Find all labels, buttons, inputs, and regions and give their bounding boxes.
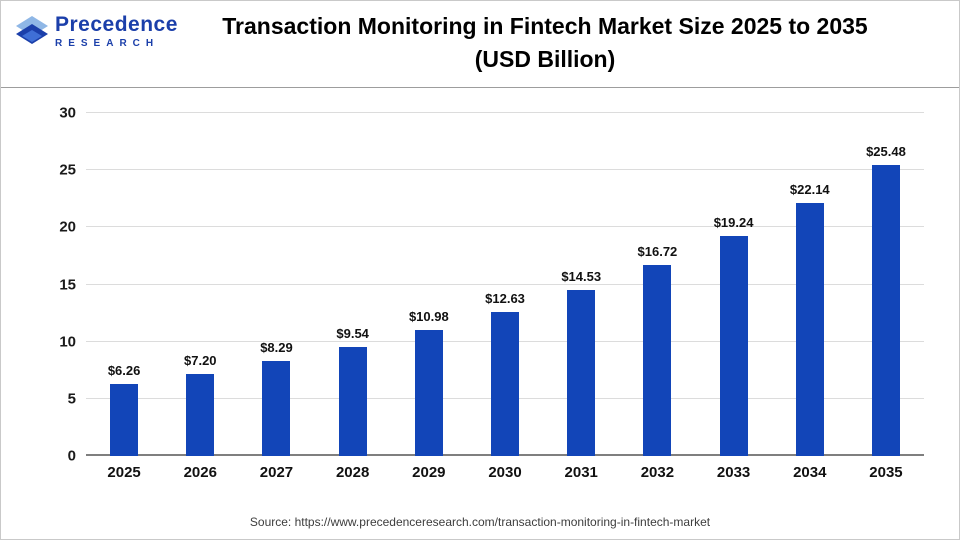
bar-value-label: $9.54: [336, 325, 369, 341]
x-axis-label-2030: 2030: [488, 464, 522, 481]
bar-2031: [567, 289, 596, 456]
y-axis-tick-label: 25: [59, 161, 76, 179]
plot-area: $6.26 $7.20 $8.29 $9.54 $10.98 $12.63 $14.53 $1…: [86, 112, 924, 456]
x-axis-label-2029: 2029: [412, 464, 446, 481]
brand-logo: Precedence RESEARCH: [15, 14, 178, 49]
gridline: [86, 169, 924, 171]
precedence-logo-icon: [16, 15, 48, 44]
x-axis-label-2033: 2033: [716, 464, 751, 481]
bar-value-label: $14.53: [561, 268, 602, 284]
bar-column-2025: $6.26: [86, 113, 162, 456]
y-axis-tick-label: 0: [67, 447, 76, 465]
bar-2032: [643, 264, 672, 456]
bar-2027: [262, 361, 291, 456]
bar-columns: $6.26 $7.20 $8.29 $9.54 $10.98 $12.63 $14.53 $1…: [86, 113, 924, 456]
bar-column-2029: $10.98: [391, 113, 467, 456]
bar-2026: [186, 373, 215, 456]
bar-value-label: $12.63: [485, 290, 525, 306]
bar-value-label: $6.26: [107, 363, 141, 379]
brand-name: Precedence: [55, 13, 178, 36]
x-axis-label-2031: 2031: [564, 464, 598, 481]
bar-2030: [491, 311, 520, 456]
bar-2029: [414, 330, 443, 456]
bar-value-label: $7.20: [184, 352, 217, 368]
bar-column-2030: $12.63: [467, 113, 543, 456]
gridline: [86, 112, 924, 113]
chart-title: Transaction Monitoring in Fintech Market…: [151, 10, 939, 77]
x-axis-label-2027: 2027: [259, 464, 294, 481]
x-axis-label-2028: 2028: [335, 464, 370, 481]
x-axis-label-2032: 2032: [640, 464, 675, 481]
gridline: [86, 283, 924, 285]
brand-subname: RESEARCH: [55, 38, 160, 49]
bar-2035: [871, 164, 900, 456]
bar-value-label: $19.24: [713, 215, 754, 231]
header: Precedence RESEARCH Transaction Monitori…: [1, 1, 959, 88]
bar-column-2034: $22.14: [772, 113, 848, 456]
bar-value-label: $22.14: [789, 181, 830, 197]
y-axis-labels: 0 5 10 15 20 25 30: [29, 105, 76, 465]
x-axis-label-2035: 2035: [869, 464, 903, 481]
chart-title-line1: Transaction Monitoring in Fintech Market…: [222, 13, 868, 39]
bar-column-2027: $8.29: [238, 113, 314, 456]
bar-2025: [110, 384, 139, 456]
bar-2028: [338, 346, 367, 456]
bar-column-2031: $14.53: [543, 113, 619, 456]
source-attribution: Source: https://www.precedenceresearch.c…: [249, 515, 711, 529]
bar-value-label: $8.29: [260, 340, 293, 356]
y-axis-tick-label: 15: [59, 276, 76, 293]
bar-column-2035: $25.48: [848, 113, 924, 456]
x-axis-labels: 2025 2026 2027 2028 2029 2030 2031 2032 2033 2034…: [86, 464, 924, 481]
bar-column-2028: $9.54: [315, 113, 391, 456]
y-axis-tick-label: 5: [67, 390, 76, 408]
bar-value-label: $16.72: [637, 243, 678, 259]
x-axis-label-2025: 2025: [107, 464, 141, 481]
y-axis-tick-label: 20: [59, 218, 76, 236]
x-axis-label-2034: 2034: [793, 464, 827, 481]
bar-column-2026: $7.20: [162, 113, 238, 456]
bar-value-label: $10.98: [408, 309, 449, 325]
chart-title-line2: (USD Billion): [474, 46, 616, 73]
gridline: [86, 226, 924, 228]
bar-2034: [795, 202, 824, 456]
bar-column-2033: $19.24: [696, 113, 772, 456]
y-axis-tick-label: 10: [59, 333, 76, 351]
x-axis-label-2026: 2026: [183, 464, 217, 481]
bar-column-2032: $16.72: [619, 113, 695, 456]
bar-2033: [719, 236, 748, 456]
y-axis-tick-label: 30: [59, 104, 76, 122]
brand-text: Precedence RESEARCH: [55, 14, 178, 49]
bar-value-label: $25.48: [866, 143, 906, 159]
